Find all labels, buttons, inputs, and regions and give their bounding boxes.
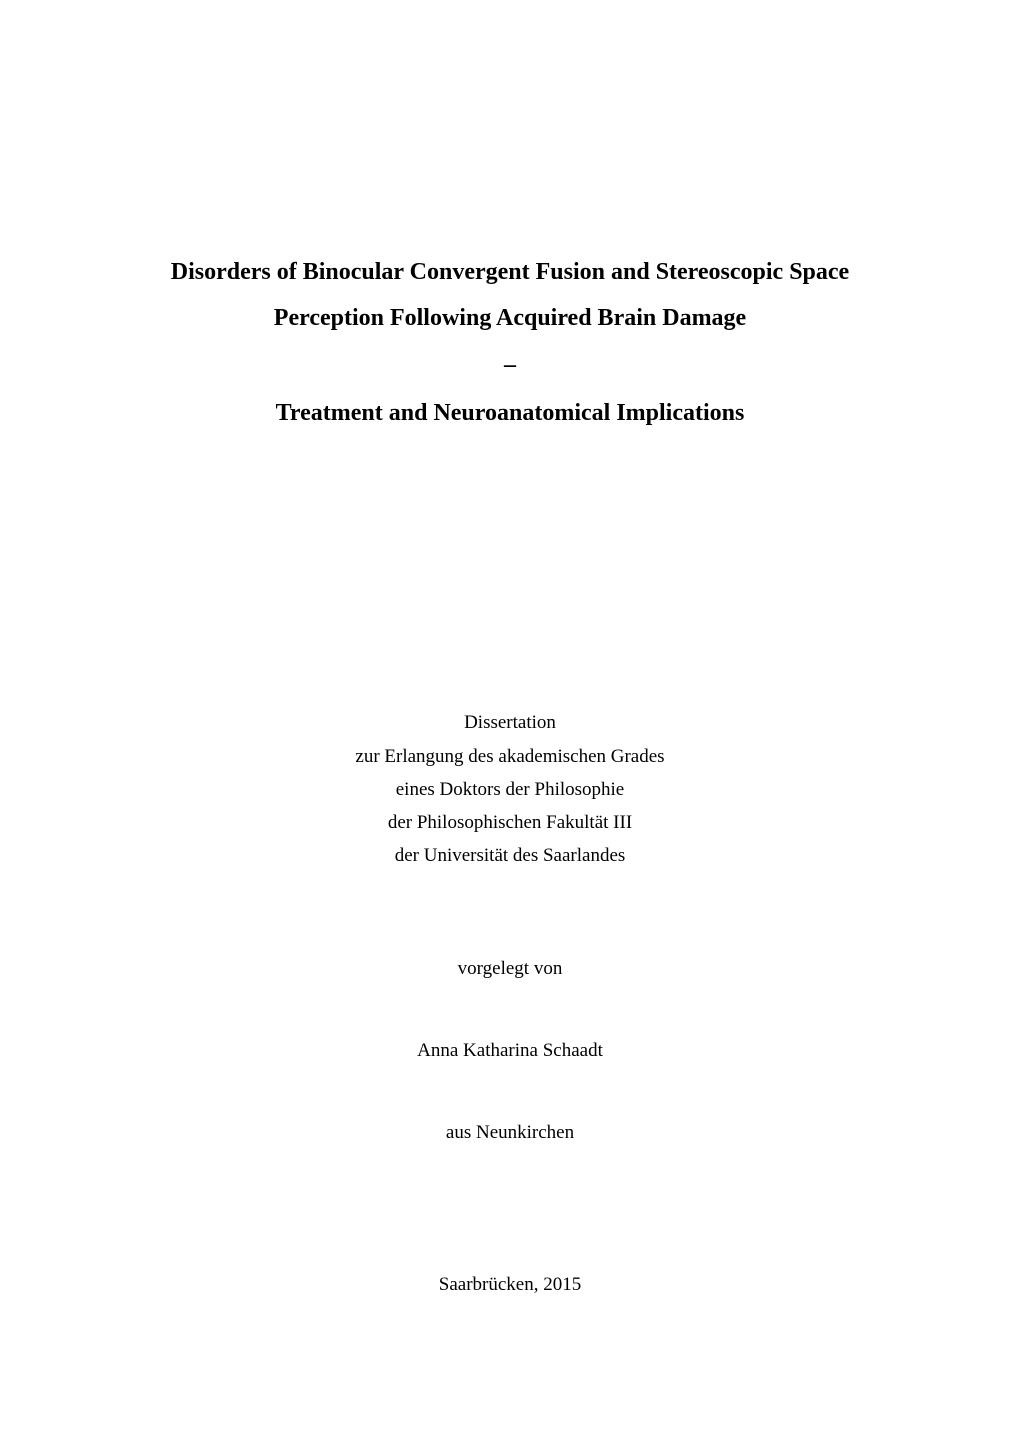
diss-line-2: zur Erlangung des akademischen Grades bbox=[0, 740, 1020, 773]
author-name: Anna Katharina Schaadt bbox=[0, 1040, 1020, 1062]
title-separator: – bbox=[120, 343, 900, 389]
diss-line-1: Dissertation bbox=[0, 706, 1020, 739]
author-origin: aus Neunkirchen bbox=[0, 1122, 1020, 1144]
title-line-2: Perception Following Acquired Brain Dama… bbox=[120, 296, 900, 342]
title-block: Disorders of Binocular Convergent Fusion… bbox=[120, 250, 900, 436]
title-page: Disorders of Binocular Convergent Fusion… bbox=[0, 0, 1020, 1442]
dissertation-block: Dissertation zur Erlangung des akademisc… bbox=[0, 706, 1020, 872]
diss-line-5: der Universität des Saarlandes bbox=[0, 839, 1020, 872]
place-year: Saarbrücken, 2015 bbox=[0, 1274, 1020, 1296]
subtitle: Treatment and Neuroanatomical Implicatio… bbox=[120, 391, 900, 437]
diss-line-3: eines Doktors der Philosophie bbox=[0, 773, 1020, 806]
diss-line-4: der Philosophischen Fakultät III bbox=[0, 806, 1020, 839]
submitted-by-label: vorgelegt von bbox=[0, 958, 1020, 980]
title-line-1: Disorders of Binocular Convergent Fusion… bbox=[120, 250, 900, 296]
